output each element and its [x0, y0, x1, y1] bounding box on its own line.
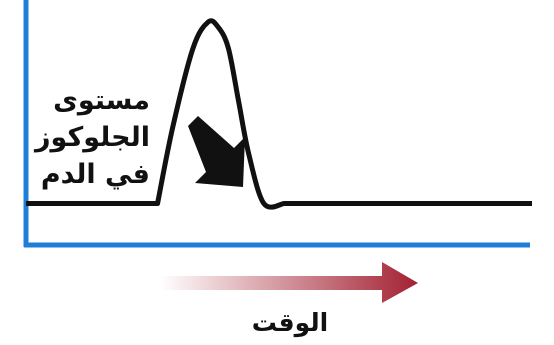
y-axis-label-line-3: في الدم	[40, 159, 150, 190]
glucose-level-curve	[26, 18, 532, 210]
x-axis-label: الوقت	[251, 308, 329, 337]
y-axis-label-line-1: مستوى	[53, 85, 150, 116]
y-axis-label-line-2: الجلوكوز	[35, 122, 150, 153]
arrow-down-right-icon	[188, 116, 245, 187]
arrow-right-gradient-icon	[160, 262, 418, 303]
y-axis-label: مستوى الجلوكوز في الدم	[35, 82, 150, 193]
